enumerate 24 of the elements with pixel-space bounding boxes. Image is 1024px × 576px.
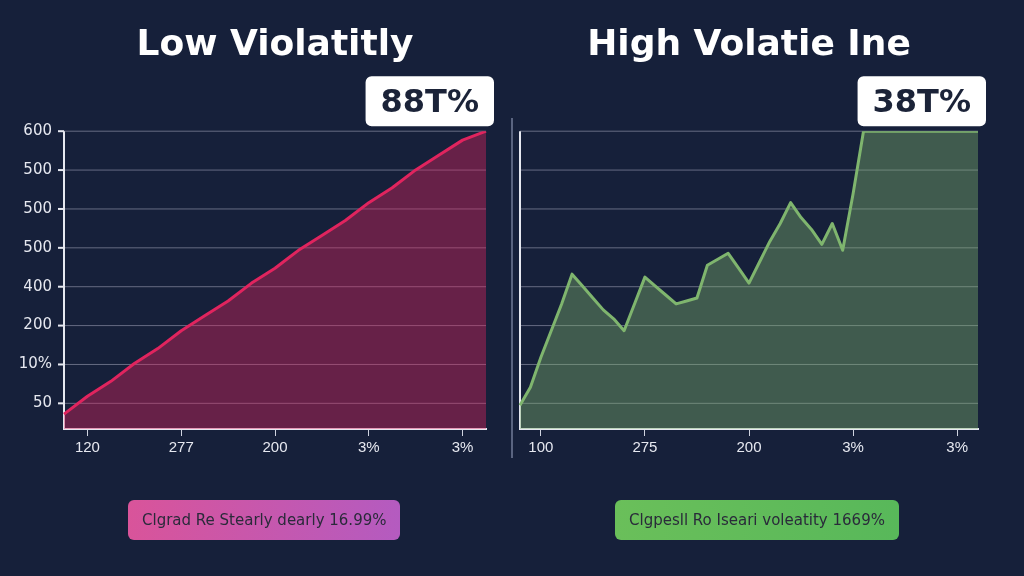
text: 500 — [23, 159, 52, 178]
chart-title: Low Violatitly — [136, 21, 414, 63]
x-tick-label: 200 — [736, 438, 762, 456]
text: 88T% — [380, 81, 479, 120]
x-tick-label: 120 — [74, 438, 100, 456]
text: 600 — [23, 121, 52, 140]
text: Clgpesll Ro Iseari voleatity 1669% — [615, 500, 899, 540]
chart-title: High Volatie Ine — [587, 21, 911, 63]
x-tick-label: 3% — [357, 438, 380, 456]
x-tick-label: 3% — [946, 438, 969, 456]
text: 10% — [18, 354, 52, 373]
text: 400 — [23, 276, 52, 295]
text: 200 — [23, 315, 52, 334]
x-tick-label: 3% — [842, 438, 864, 456]
x-tick-label: 275 — [632, 438, 658, 456]
x-tick-label: 3% — [451, 438, 474, 456]
x-tick-label: 100 — [528, 438, 554, 456]
x-tick-label: 200 — [262, 438, 288, 456]
text: 500 — [23, 237, 52, 256]
text: 500 — [23, 198, 52, 217]
text: 50 — [32, 393, 52, 412]
x-tick-label: 277 — [168, 438, 194, 456]
text: Clgrad Re Stearly dearly 16.99% — [128, 500, 401, 540]
text: 38T% — [872, 81, 971, 120]
